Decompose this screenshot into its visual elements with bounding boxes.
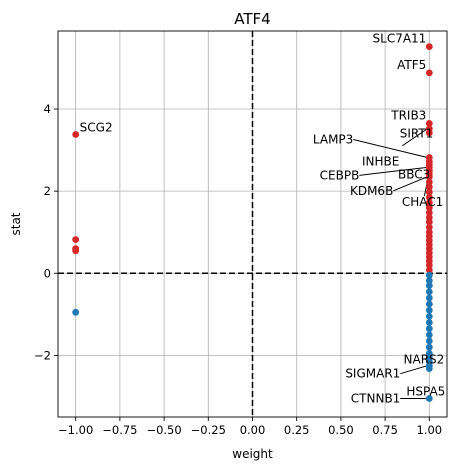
data-point <box>425 173 433 181</box>
data-point <box>425 261 433 269</box>
data-point <box>425 288 433 296</box>
data-point <box>425 178 433 186</box>
data-point <box>425 188 433 196</box>
point-label: NARS2 <box>404 352 445 366</box>
data-point <box>72 308 80 316</box>
data-point <box>425 199 433 207</box>
data-point <box>425 271 433 279</box>
data-point <box>425 277 433 285</box>
data-point <box>425 43 433 51</box>
data-point <box>425 319 433 326</box>
x-tick-label: 0.75 <box>372 423 398 437</box>
y-axis-label: stat <box>9 212 23 235</box>
reference-lines <box>58 31 447 417</box>
data-point <box>425 343 433 351</box>
data-point <box>425 331 433 339</box>
y-tick-label: 2 <box>44 184 51 198</box>
y-tick-label: −2 <box>34 348 51 362</box>
chart-title: ATF4 <box>234 10 270 28</box>
label-leader-lines <box>353 128 428 400</box>
x-tick-label: −1.00 <box>58 423 93 437</box>
point-label: BBC3 <box>398 168 430 182</box>
point-label: CHAC1 <box>402 195 443 209</box>
data-point <box>425 300 433 308</box>
data-point <box>425 395 433 402</box>
leader-line <box>359 166 428 176</box>
data-point <box>425 312 433 320</box>
x-tick-label: −0.75 <box>102 423 137 437</box>
x-tick-label: 0.25 <box>284 423 310 437</box>
point-label: LAMP3 <box>313 132 353 146</box>
point-labels: SCG2 SLC7A11 ATF5 TRIB3 SIRT1 LAMP3 INHBECEBPB… <box>80 32 446 406</box>
data-point <box>425 209 433 216</box>
data-point <box>425 183 433 191</box>
data-point <box>425 129 433 137</box>
data-point <box>72 131 80 138</box>
y-tick-label: 4 <box>44 102 51 116</box>
data-point <box>425 337 433 345</box>
leader-line <box>402 128 428 147</box>
point-label: TRIB3 <box>390 108 426 122</box>
point-label: SCG2 <box>80 120 113 134</box>
point-label: HSPA5 <box>406 385 445 399</box>
data-point <box>425 119 433 127</box>
point-label: ATF5 <box>397 58 426 72</box>
data-point <box>72 247 80 255</box>
data-point <box>425 218 433 226</box>
data-point <box>425 223 433 231</box>
x-axis-ticks: −1.00 −0.75 −0.50 −0.25 0.00 0.25 0.50 0.75 1.00 <box>58 417 442 437</box>
leader-line <box>393 176 428 192</box>
y-axis-ticks: −2 0 2 4 <box>34 102 58 362</box>
data-point <box>72 236 80 244</box>
point-label: CTNNB1 <box>351 392 401 406</box>
data-point <box>425 193 433 201</box>
x-tick-label: 0.50 <box>328 423 354 437</box>
data-point <box>425 294 433 302</box>
data-point <box>425 365 433 372</box>
point-label: INHBE <box>362 155 399 169</box>
point-label: SLC7A11 <box>373 32 427 46</box>
point-label: CEBPB <box>320 168 360 182</box>
data-point <box>425 266 433 274</box>
data-points <box>72 43 433 402</box>
x-tick-label: 0.00 <box>240 423 266 437</box>
x-tick-label: −0.50 <box>146 423 181 437</box>
point-label: SIGMAR1 <box>345 367 400 381</box>
data-point <box>425 282 433 289</box>
leader-line <box>400 365 428 375</box>
data-point <box>425 325 433 333</box>
x-tick-label: −0.25 <box>191 423 226 437</box>
leader-line <box>423 182 428 197</box>
point-label: SIRT1 <box>400 127 434 141</box>
data-point <box>425 69 433 77</box>
point-label: KDM6B <box>350 184 393 198</box>
leader-line <box>353 138 428 158</box>
data-point <box>425 306 433 314</box>
data-point <box>425 204 433 211</box>
y-tick-label: 0 <box>44 266 51 280</box>
x-tick-label: 1.00 <box>417 423 443 437</box>
x-axis-label: weight <box>232 447 273 461</box>
